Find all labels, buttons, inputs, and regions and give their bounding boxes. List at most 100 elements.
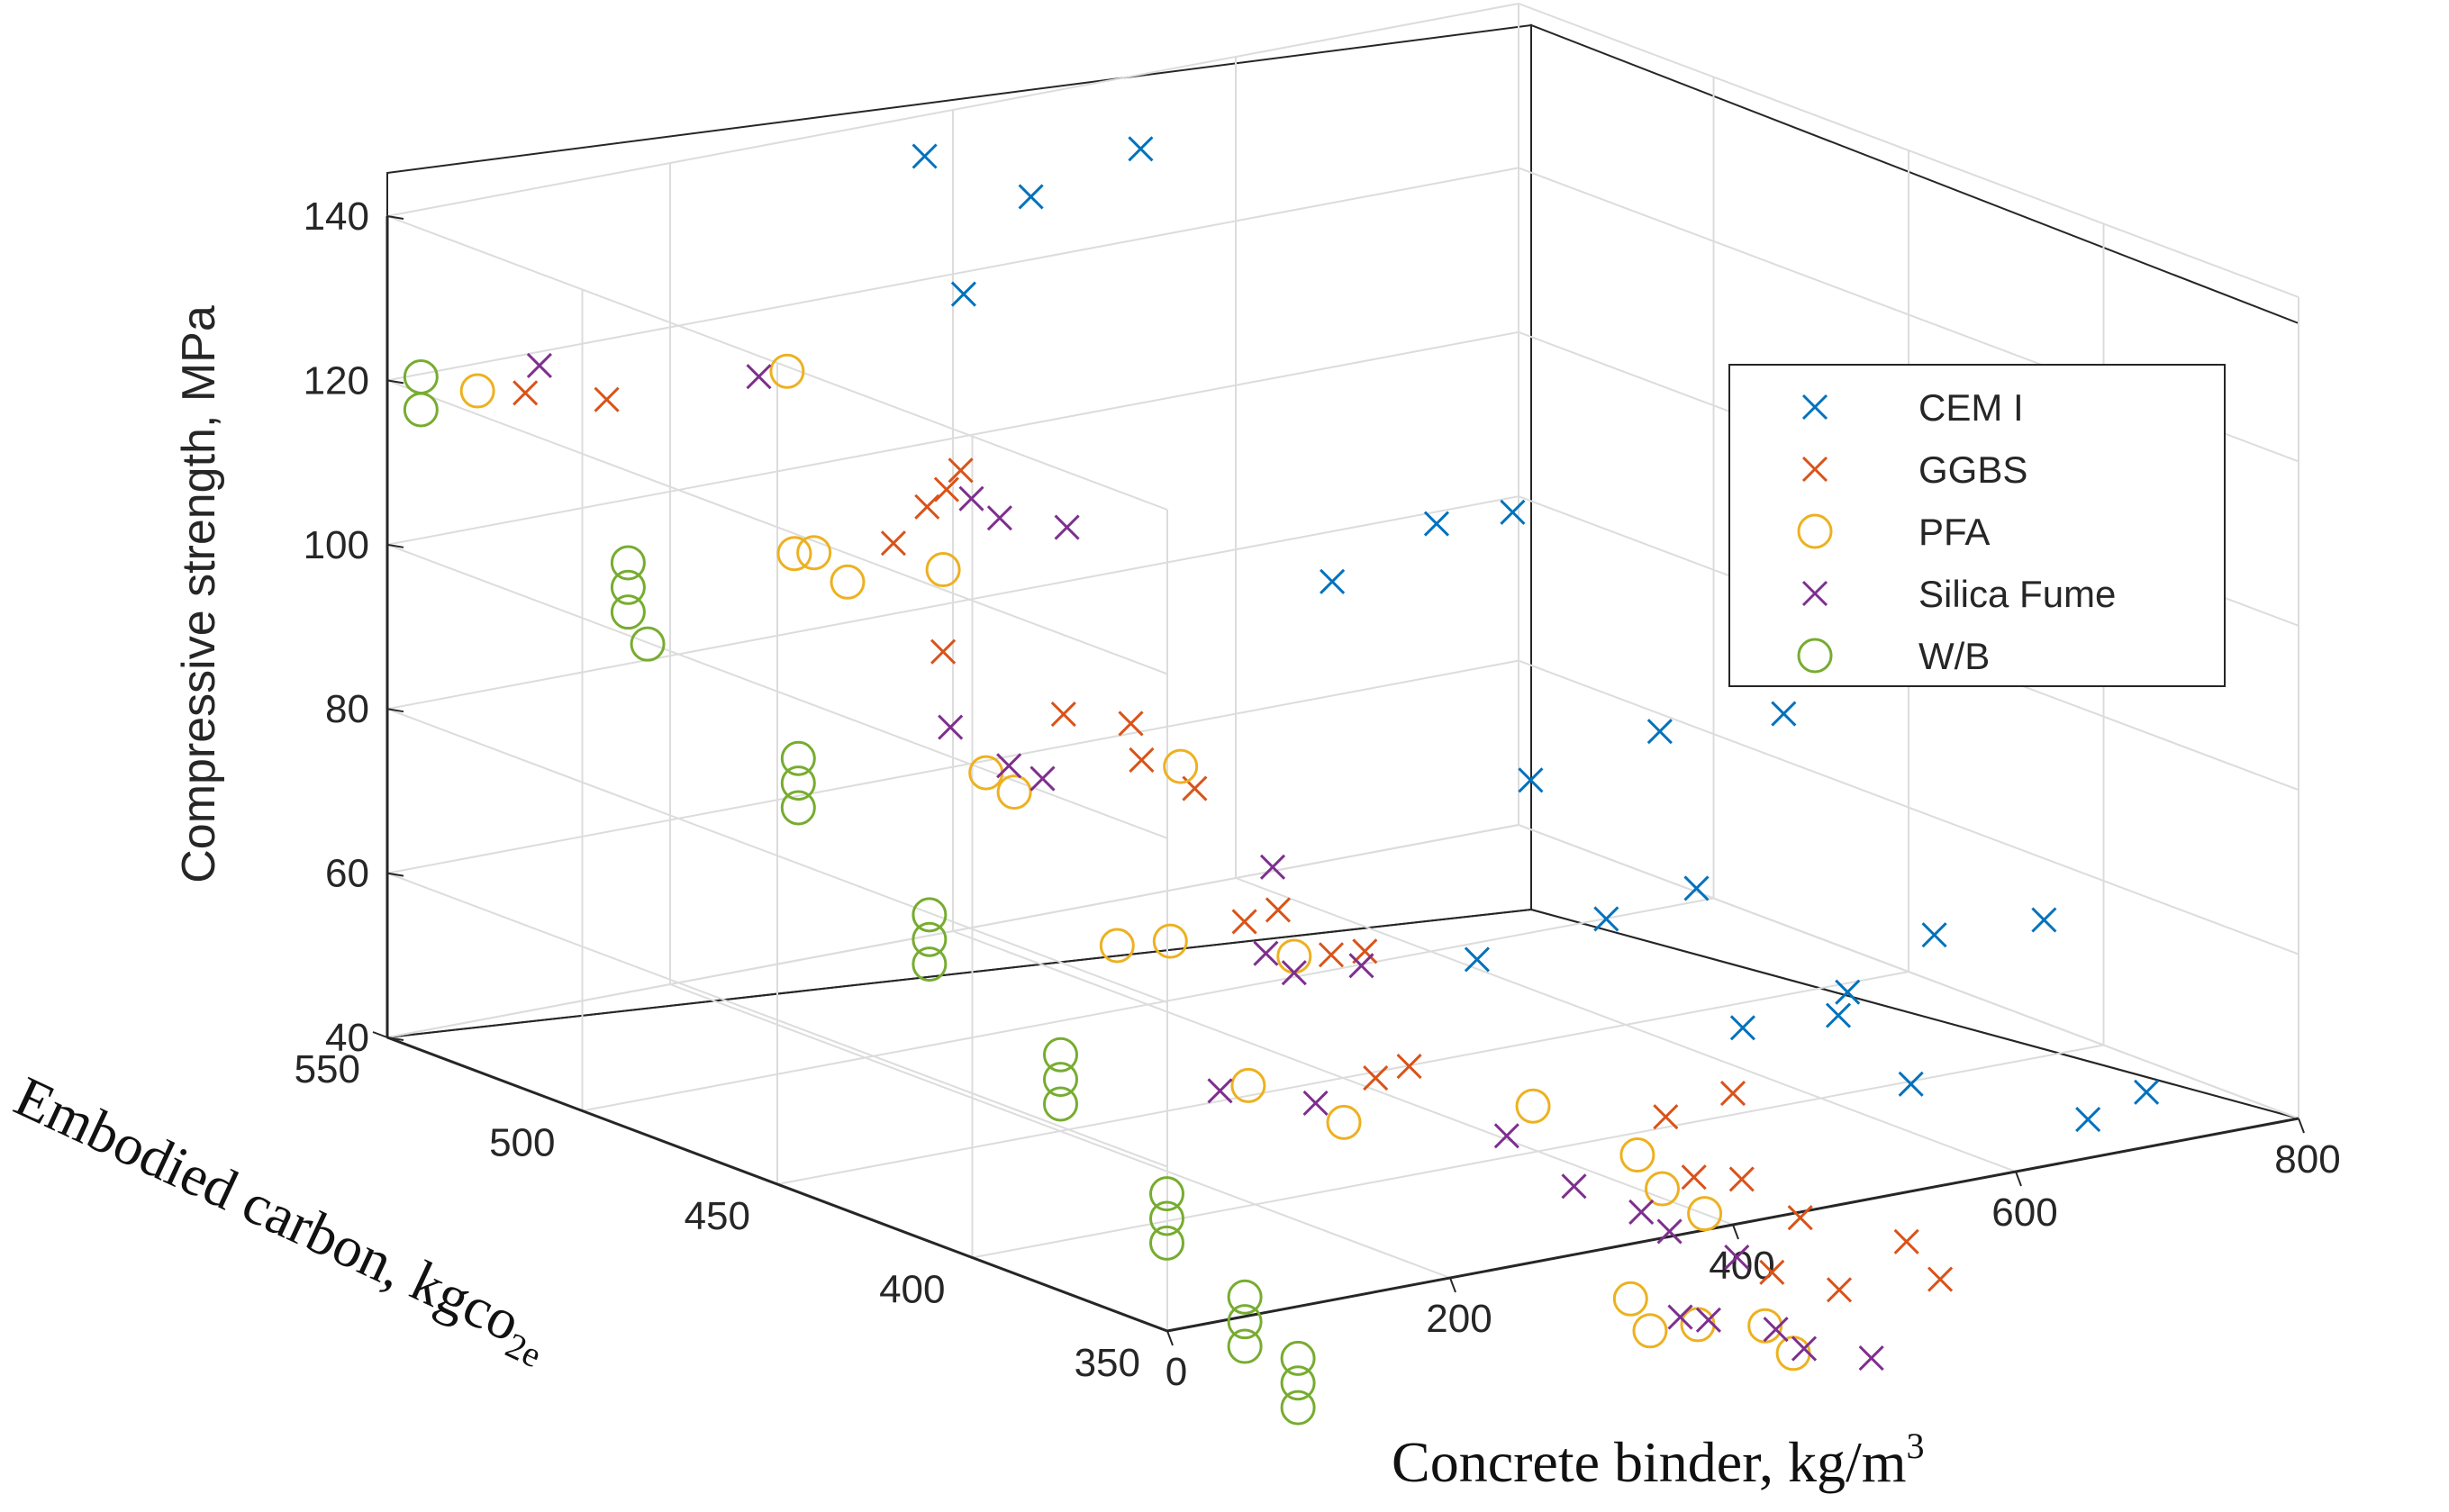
data-point bbox=[610, 569, 646, 605]
data-point bbox=[1518, 767, 1544, 793]
data-points bbox=[403, 136, 2160, 1426]
data-point bbox=[1227, 1279, 1263, 1315]
z-tick-mark bbox=[386, 543, 404, 548]
data-point-stroke bbox=[1029, 765, 1056, 792]
data-point bbox=[2031, 907, 2057, 933]
y-tick-label: 350 bbox=[1075, 1341, 1140, 1385]
data-point bbox=[512, 380, 539, 406]
data-point-stroke bbox=[1681, 1164, 1707, 1191]
data-point-stroke bbox=[1787, 1205, 1813, 1231]
data-point-stroke bbox=[1363, 1065, 1389, 1091]
legend-marker-cem-i-stroke bbox=[1801, 394, 1828, 421]
data-point-stroke bbox=[1653, 1104, 1679, 1130]
data-point bbox=[1646, 719, 1673, 745]
data-point-stroke bbox=[1561, 1173, 1587, 1200]
data-point bbox=[1667, 1304, 1693, 1330]
data-point bbox=[1029, 765, 1056, 792]
data-point-stroke bbox=[1054, 514, 1080, 540]
data-point-stroke bbox=[1826, 1277, 1853, 1303]
data-point-stroke bbox=[1259, 854, 1286, 880]
data-point bbox=[746, 364, 772, 390]
data-point bbox=[1656, 1218, 1683, 1245]
x-axis-title-superscript: 3 bbox=[1907, 1426, 1925, 1466]
data-point bbox=[1118, 711, 1144, 737]
data-point-stroke bbox=[1646, 719, 1673, 745]
data-point bbox=[1927, 1266, 1954, 1292]
data-point bbox=[1747, 1308, 1783, 1344]
data-point bbox=[780, 765, 816, 801]
legend-marker-ggbs-stroke bbox=[1801, 456, 1828, 483]
z-tick-label: 100 bbox=[304, 523, 369, 567]
data-point bbox=[1561, 1173, 1587, 1200]
data-point bbox=[912, 946, 948, 982]
data-point bbox=[2134, 1079, 2160, 1105]
data-point bbox=[1149, 1176, 1184, 1212]
y-tick-mark bbox=[1152, 1325, 1168, 1332]
data-point bbox=[1500, 499, 1526, 525]
data-point bbox=[1320, 568, 1346, 594]
data-point bbox=[996, 753, 1022, 779]
wall-grid-line bbox=[386, 330, 1519, 546]
data-point-stroke bbox=[1825, 1002, 1852, 1028]
data-point bbox=[1227, 1304, 1263, 1340]
data-point bbox=[1253, 940, 1279, 966]
data-point-stroke bbox=[1667, 1304, 1693, 1330]
wall-grid-line bbox=[1518, 824, 2299, 1119]
data-point bbox=[610, 545, 646, 581]
data-point bbox=[1593, 906, 1619, 932]
data-point bbox=[1302, 1090, 1329, 1116]
data-point bbox=[958, 485, 984, 512]
data-point bbox=[1683, 875, 1710, 901]
data-point-stroke bbox=[1593, 906, 1619, 932]
data-point bbox=[1632, 1313, 1668, 1349]
data-point-stroke bbox=[1396, 1053, 1422, 1080]
data-point-stroke bbox=[1500, 499, 1526, 525]
data-point bbox=[1791, 1335, 1818, 1362]
y-tick-mark bbox=[567, 1104, 583, 1112]
data-point bbox=[1825, 1002, 1852, 1028]
data-point-stroke bbox=[2031, 907, 2057, 933]
data-point bbox=[912, 921, 948, 957]
data-point-stroke bbox=[1763, 1317, 1789, 1343]
data-point bbox=[1628, 1199, 1655, 1225]
data-point bbox=[1149, 1200, 1184, 1236]
data-point bbox=[930, 638, 957, 665]
z-tick-mark bbox=[386, 379, 404, 385]
data-point bbox=[1645, 1171, 1680, 1207]
data-point bbox=[1653, 1104, 1679, 1130]
z-tick-label: 140 bbox=[304, 195, 369, 239]
data-point-stroke bbox=[1253, 940, 1279, 966]
data-point bbox=[1759, 1259, 1785, 1285]
data-point-stroke bbox=[1728, 1166, 1755, 1192]
data-point-stroke bbox=[1265, 897, 1292, 923]
data-point bbox=[1695, 1307, 1721, 1333]
data-point-stroke bbox=[2134, 1079, 2160, 1105]
data-point bbox=[1724, 1244, 1750, 1271]
data-point bbox=[986, 505, 1012, 531]
data-point-stroke bbox=[1318, 942, 1345, 968]
data-point-stroke bbox=[1759, 1259, 1785, 1285]
series-silica-fume bbox=[526, 352, 1884, 1372]
data-point bbox=[1318, 942, 1345, 968]
data-point-stroke bbox=[746, 364, 772, 390]
data-point-stroke bbox=[1129, 747, 1155, 773]
y-tick-label: 450 bbox=[685, 1194, 750, 1238]
data-point bbox=[1787, 1205, 1813, 1231]
data-point bbox=[610, 594, 646, 630]
data-point bbox=[1018, 184, 1044, 210]
data-point bbox=[1129, 747, 1155, 773]
data-point bbox=[403, 392, 439, 428]
z-tick-label: 120 bbox=[304, 358, 369, 403]
data-point bbox=[1921, 922, 1947, 948]
data-point-stroke bbox=[1656, 1218, 1683, 1245]
data-point-stroke bbox=[1281, 960, 1307, 986]
data-point bbox=[780, 740, 816, 776]
legend: CEM I GGBS PFA Silica Fume W/B bbox=[1728, 364, 2226, 687]
x-tick-mark bbox=[2298, 1118, 2305, 1134]
data-point bbox=[933, 476, 959, 502]
x-tick-label: 200 bbox=[1426, 1297, 1492, 1341]
data-point-stroke bbox=[914, 493, 940, 520]
data-point bbox=[1898, 1071, 1924, 1097]
legend-marker-cem-i bbox=[1801, 394, 1828, 421]
x-tick-mark bbox=[2015, 1171, 2022, 1187]
